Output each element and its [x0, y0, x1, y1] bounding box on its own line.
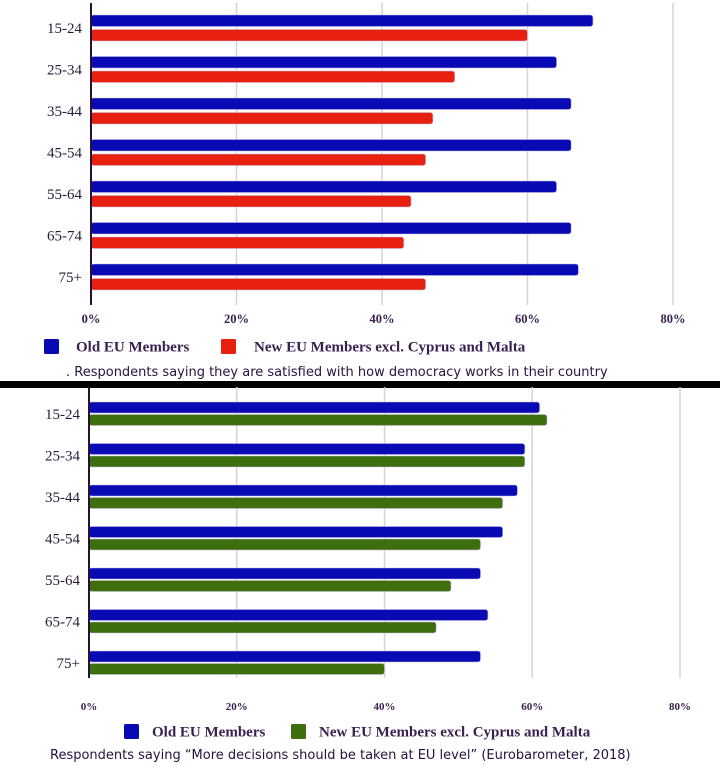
- legend-swatch: [124, 724, 139, 739]
- x-tick-label: 0%: [81, 701, 98, 713]
- bar-old-eu: [88, 443, 526, 455]
- x-tick-label: 20%: [224, 312, 249, 326]
- bar-new-eu: [88, 455, 526, 468]
- bar-old-eu: [90, 263, 579, 276]
- bar-new-eu: [88, 497, 504, 509]
- bar-new-eu: [88, 414, 548, 426]
- bar-new-eu: [88, 538, 481, 551]
- category-label: 15-24: [47, 21, 82, 37]
- category-label: 55-64: [45, 573, 80, 589]
- chart-panel-democracy-satisfaction: 15-24 25-34 35-44 45-54 55-64 65-74 75+ 0% 20% 40…: [0, 0, 720, 381]
- x-tick-label: 60%: [515, 312, 540, 326]
- category-label: 45-54: [47, 146, 82, 162]
- bar-new-eu: [90, 29, 528, 42]
- x-tick-label: 40%: [374, 701, 396, 713]
- x-tick-label: 40%: [370, 312, 395, 326]
- legend-swatch: [221, 339, 236, 354]
- bar-new-eu: [88, 580, 452, 592]
- legend-label: Old EU Members: [76, 340, 189, 356]
- bar-old-eu: [90, 139, 572, 152]
- bar-new-eu: [90, 70, 456, 83]
- legend-swatch: [291, 724, 306, 739]
- chart-panel-eu-level-decisions: 15-24 25-34 35-44 45-54 55-64 65-74 75+ 0% 20% 40…: [0, 387, 720, 770]
- bar-new-eu: [90, 236, 405, 249]
- x-tick-label: 20%: [226, 701, 248, 713]
- category-label: 75+: [57, 656, 80, 672]
- x-tick-label: 60%: [521, 701, 543, 713]
- legend-item-new-eu: New EU Members excl. Cyprus and Malta: [291, 724, 591, 741]
- bar-new-eu: [88, 663, 385, 675]
- x-tick-label: 80%: [669, 701, 691, 713]
- category-label: 15-24: [45, 407, 80, 423]
- bar-new-eu: [90, 112, 434, 125]
- bar-new-eu: [90, 195, 412, 208]
- category-label: 75+: [59, 270, 82, 286]
- category-label: 25-34: [45, 448, 80, 464]
- legend-item-new-eu: New EU Members excl. Cyprus and Malta: [221, 339, 526, 356]
- bar-new-eu: [90, 278, 426, 291]
- legend-label: New EU Members excl. Cyprus and Malta: [254, 340, 526, 356]
- bar-old-eu: [90, 222, 572, 235]
- chart-caption: . Respondents saying they are satisfied …: [66, 365, 608, 380]
- x-tick-label: 80%: [661, 312, 686, 326]
- chart-eu-level-decisions: 15-24 25-34 35-44 45-54 55-64 65-74 75+ 0% 20% 40…: [45, 387, 691, 763]
- bar-old-eu: [88, 609, 489, 621]
- legend-label: Old EU Members: [152, 725, 265, 741]
- category-label: 35-44: [47, 104, 82, 120]
- bar-old-eu: [88, 401, 540, 414]
- bar-new-eu: [90, 153, 426, 166]
- category-label: 65-74: [47, 229, 82, 245]
- category-label: 65-74: [45, 614, 80, 630]
- bar-old-eu: [88, 484, 518, 497]
- legend-swatch: [44, 339, 59, 354]
- legend-item-old-eu: Old EU Members: [44, 339, 189, 356]
- category-label: 55-64: [47, 187, 82, 203]
- bar-new-eu: [88, 621, 437, 634]
- bar-old-eu: [88, 526, 504, 538]
- bar-old-eu: [90, 14, 594, 27]
- bar-old-eu: [90, 97, 572, 110]
- bar-old-eu: [88, 567, 481, 580]
- panel-divider: [0, 381, 720, 388]
- category-label: 25-34: [47, 63, 82, 79]
- bar-old-eu: [88, 650, 481, 663]
- bar-old-eu: [90, 180, 557, 193]
- category-label: 45-54: [45, 531, 80, 547]
- x-tick-label: 0%: [82, 312, 101, 326]
- chart-democracy-satisfaction: 15-24 25-34 35-44 45-54 55-64 65-74 75+ 0% 20% 40…: [44, 3, 686, 380]
- legend-label: New EU Members excl. Cyprus and Malta: [319, 725, 591, 741]
- bar-old-eu: [90, 56, 557, 69]
- category-label: 35-44: [45, 490, 80, 506]
- legend-item-old-eu: Old EU Members: [124, 724, 265, 741]
- chart-caption: Respondents saying “More decisions shoul…: [50, 748, 631, 763]
